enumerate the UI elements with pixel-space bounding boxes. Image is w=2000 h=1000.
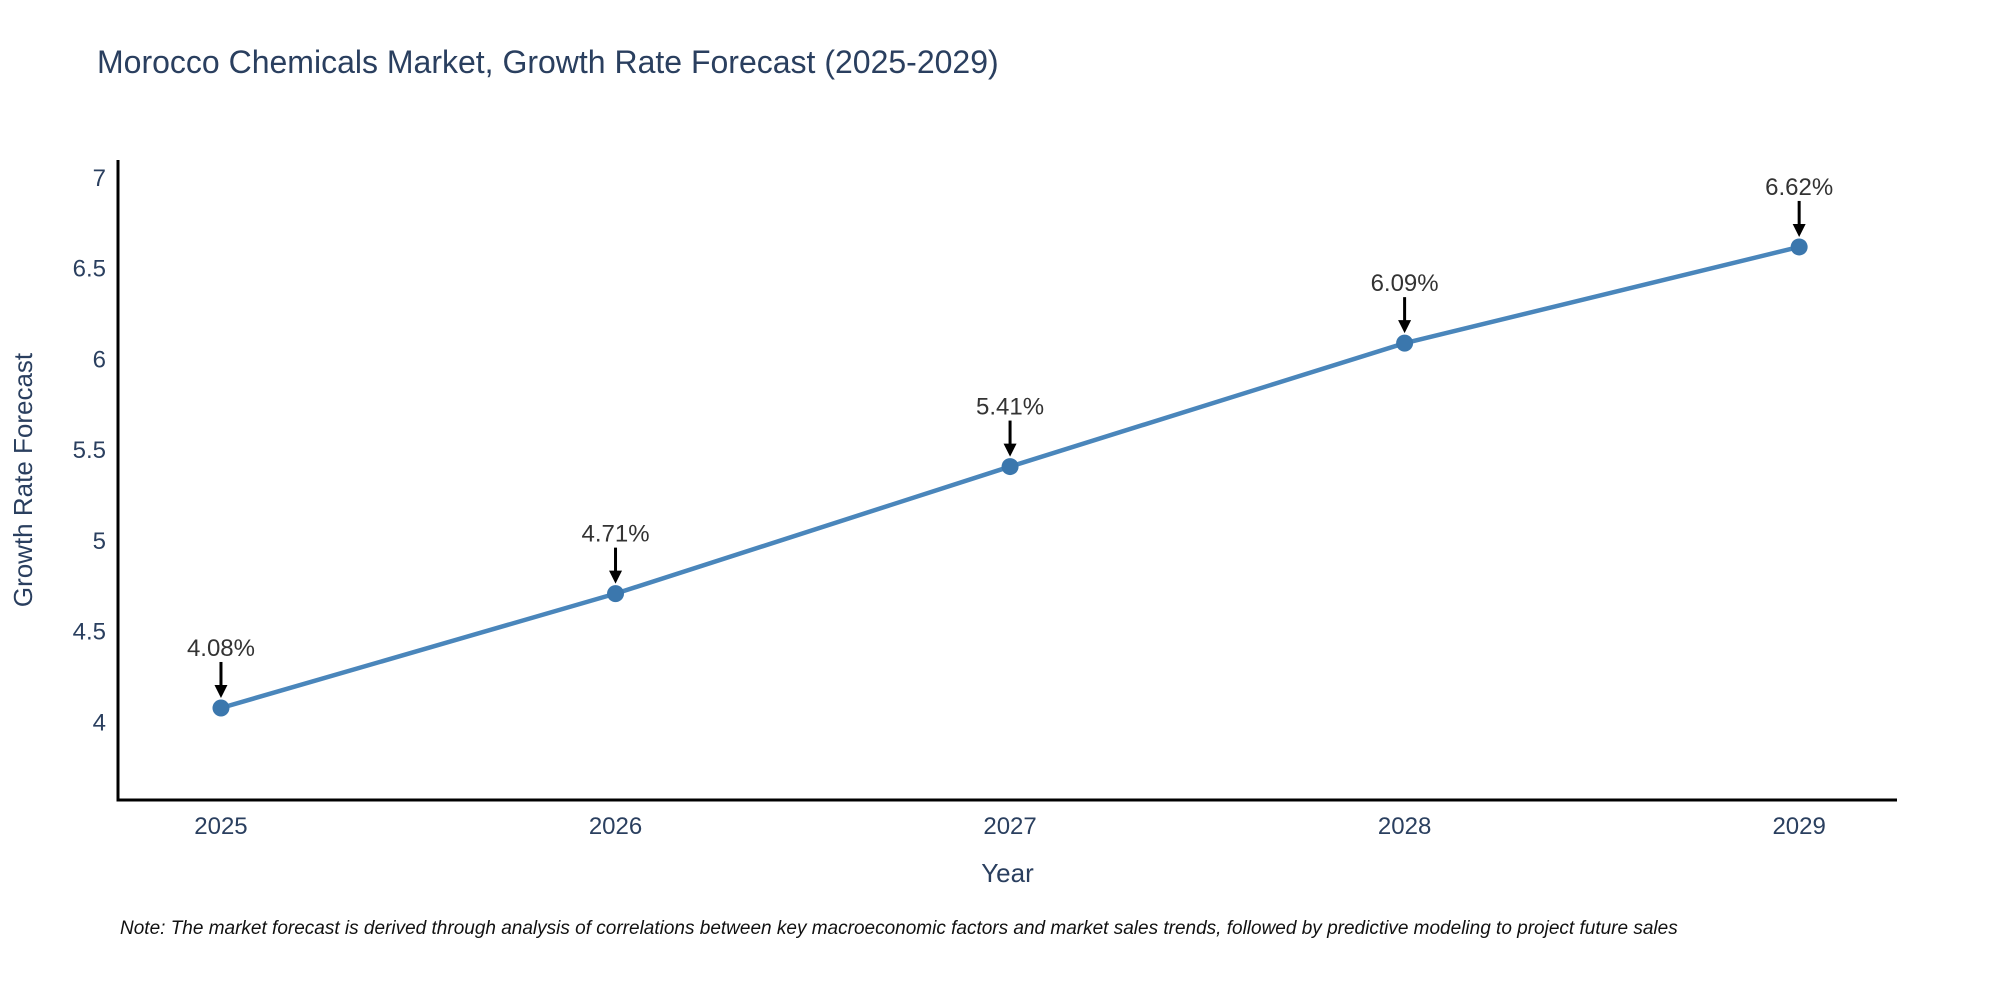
- x-axis-title: Year: [981, 858, 1034, 888]
- y-tick-label: 5.5: [73, 437, 106, 464]
- annotation-arrowhead-icon: [1792, 223, 1806, 237]
- y-axis-title: Growth Rate Forecast: [8, 352, 38, 607]
- y-tick-label: 4.5: [73, 619, 106, 646]
- x-tick-label: 2025: [194, 813, 247, 840]
- x-tick-label: 2027: [983, 813, 1036, 840]
- y-tick-label: 6: [93, 346, 106, 373]
- annotation-arrowhead-icon: [1398, 320, 1412, 334]
- annotation-label: 4.08%: [187, 635, 255, 662]
- chart-title: Morocco Chemicals Market, Growth Rate Fo…: [97, 44, 999, 80]
- data-point[interactable]: [1001, 458, 1019, 476]
- data-point[interactable]: [1396, 334, 1414, 352]
- footnote-text: Note: The market forecast is derived thr…: [120, 918, 1678, 939]
- annotation-arrowhead-icon: [1003, 443, 1017, 457]
- x-tick-label: 2026: [589, 813, 642, 840]
- annotation-arrowhead-icon: [214, 684, 228, 698]
- annotation-label: 6.09%: [1371, 270, 1439, 297]
- annotation-label: 5.41%: [976, 394, 1044, 421]
- x-tick-label: 2029: [1772, 813, 1825, 840]
- x-tick-label: 2028: [1378, 813, 1431, 840]
- data-point[interactable]: [607, 585, 625, 603]
- data-point[interactable]: [1790, 238, 1808, 256]
- y-tick-label: 5: [93, 528, 106, 555]
- annotation-arrowhead-icon: [609, 570, 623, 584]
- y-tick-label: 4: [93, 709, 106, 736]
- plot-area[interactable]: [118, 160, 1897, 800]
- y-tick-label: 7: [93, 165, 106, 192]
- annotation-label: 6.62%: [1765, 174, 1833, 201]
- data-point[interactable]: [212, 699, 230, 717]
- annotation-label: 4.71%: [581, 521, 649, 548]
- y-tick-label: 6.5: [73, 256, 106, 283]
